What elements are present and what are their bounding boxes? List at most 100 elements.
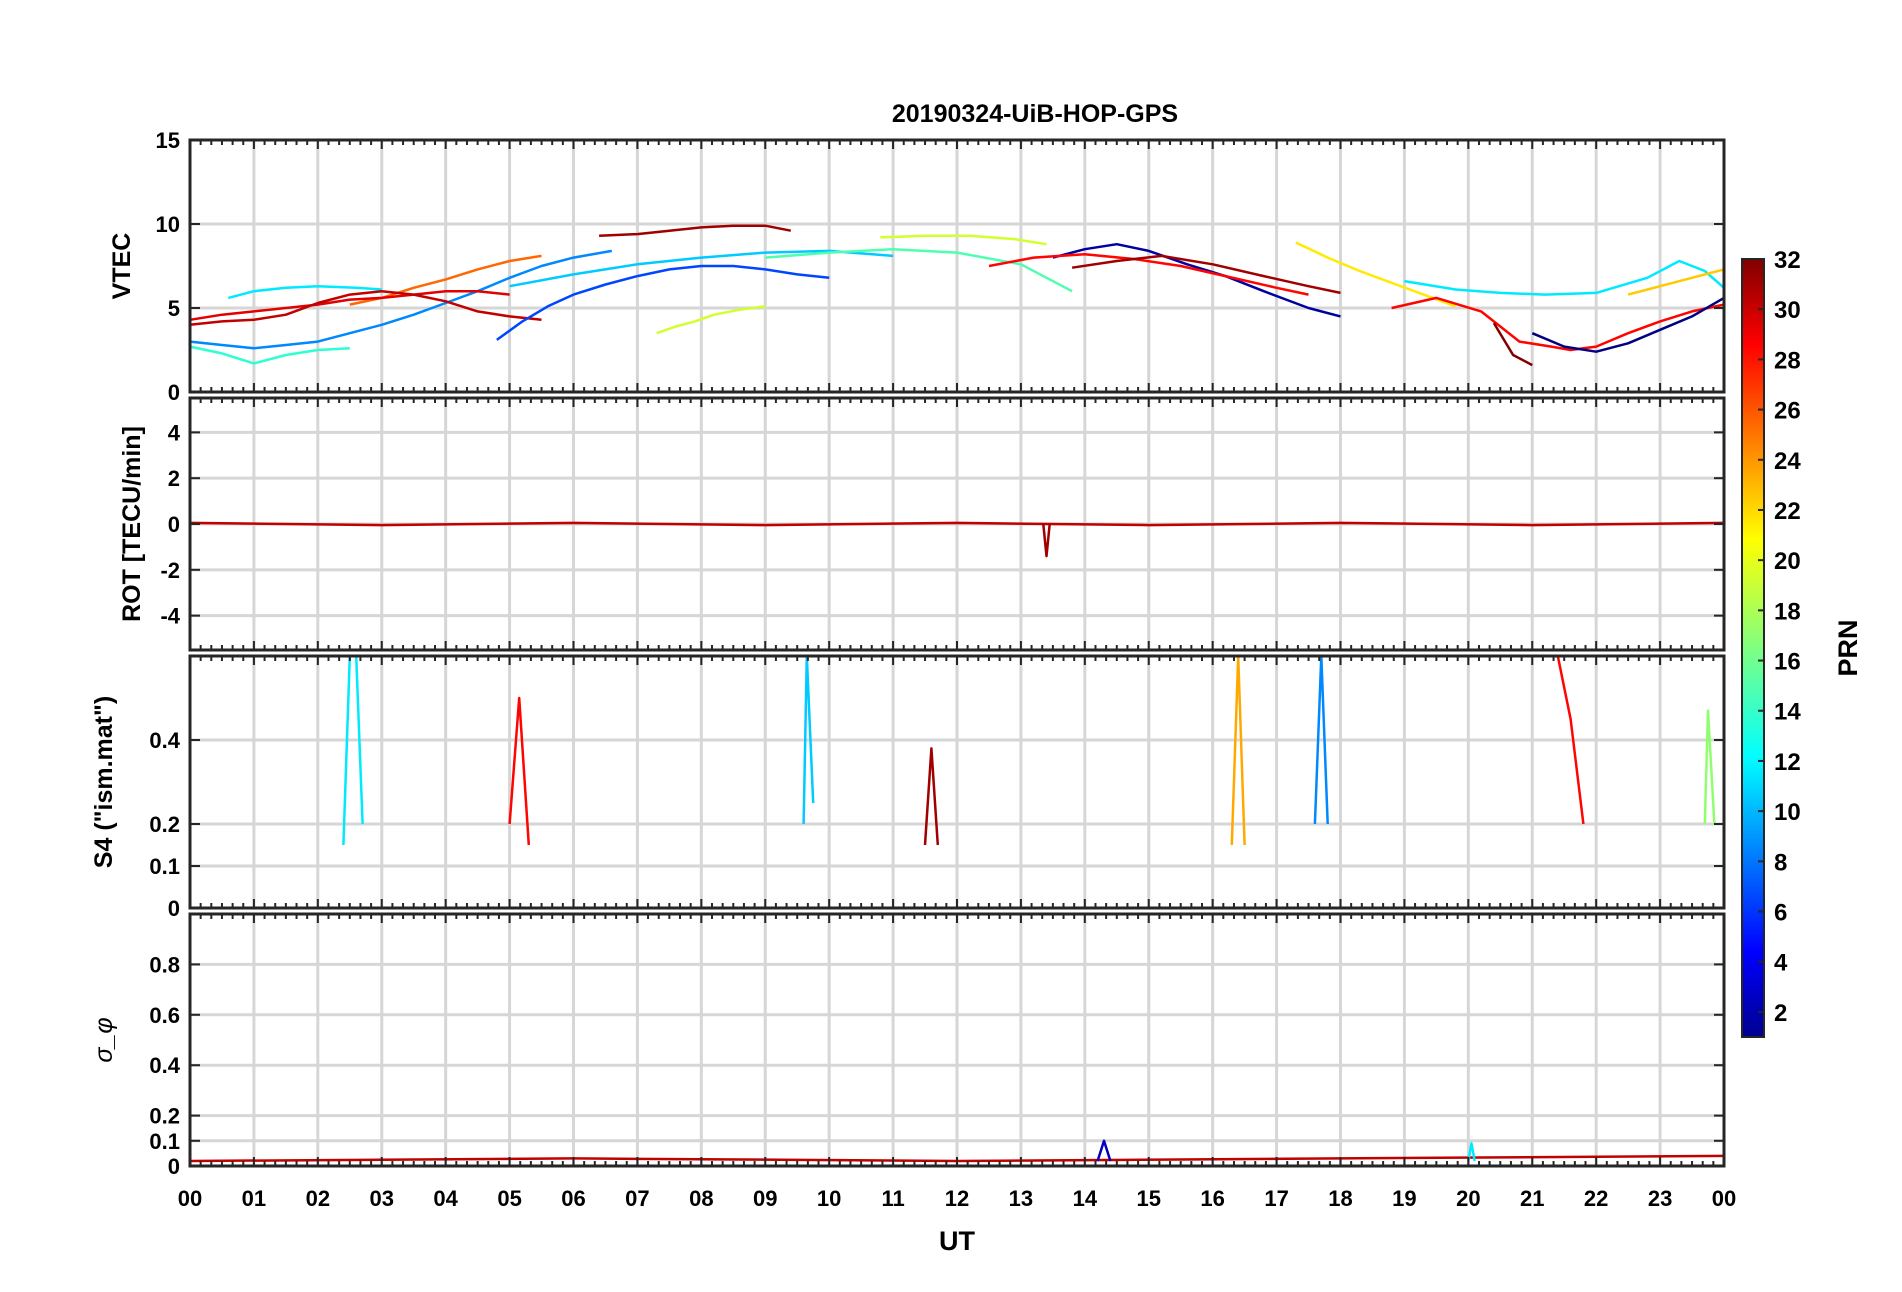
series-line-prn-12	[1404, 259, 1725, 296]
series-line-prn-12	[227, 284, 382, 300]
series-line-prn-29	[189, 289, 510, 322]
x-tick-label: 00	[1712, 1186, 1736, 1211]
y-tick-label: 0.1	[149, 854, 180, 879]
s4-axes-frame	[188, 654, 1726, 910]
x-tick-label: 07	[625, 1186, 649, 1211]
series-line-prn-19	[880, 234, 1047, 246]
series-line-prn-28	[988, 252, 1309, 296]
colorbar-tick-label: 8	[1774, 849, 1787, 876]
y-tick-label: 0.1	[149, 1129, 180, 1154]
s4-grid	[190, 656, 1724, 910]
y-tick-label: 0.4	[149, 1053, 180, 1078]
y-tick-label: 0.2	[149, 1104, 180, 1129]
s4-ylabel: S4 ("ism.mat")	[90, 696, 118, 868]
y-tick-label: 0.6	[149, 1003, 180, 1028]
y-tick-label: 5	[168, 296, 180, 321]
colorbar-gradient	[1741, 258, 1765, 1038]
colorbar-tick-label: 2	[1774, 1000, 1787, 1027]
series-line-prn-31	[1042, 523, 1051, 558]
x-tick-label: 06	[561, 1186, 585, 1211]
rot-ylabel: ROT [TECU/min]	[118, 426, 146, 622]
x-tick-label: 04	[433, 1186, 458, 1211]
x-tick-label: 03	[370, 1186, 394, 1211]
sigma-phi-ticks: 00.10.2 0.4 0.6 0.8	[149, 914, 1725, 1179]
s4-lines	[342, 654, 1716, 846]
series-line-prn-31	[923, 747, 940, 846]
series-line-prn-14	[189, 345, 350, 365]
sigma-phi-ylabel: σ_φ	[90, 1017, 118, 1062]
colorbar-tick-label: 28	[1774, 347, 1801, 374]
y-tick-label: 10	[156, 212, 180, 237]
y-tick-label: 0	[168, 1154, 180, 1179]
vtec-axes-frame	[188, 138, 1726, 394]
series-line-prn-9	[189, 249, 613, 350]
x-tick-label: 10	[817, 1186, 841, 1211]
series-line-prn-28	[1391, 296, 1725, 352]
series-line-prn-7	[496, 264, 830, 341]
chart-title: 20190324-UiB-HOP-GPS	[892, 100, 1178, 128]
colorbar-label: PRN	[1833, 619, 1863, 676]
colorbar-tick-label: 22	[1774, 498, 1801, 525]
y-tick-label: 0.2	[149, 812, 180, 837]
sigma-phi-grid	[190, 914, 1724, 1168]
colorbar-tick-label: 32	[1774, 247, 1801, 274]
x-tick-label: 23	[1648, 1186, 1672, 1211]
colorbar-tick-label: 20	[1774, 548, 1801, 575]
x-tick-label: 20	[1456, 1186, 1480, 1211]
series-line-prn-15	[765, 247, 1073, 293]
series-line-prn-28	[508, 696, 531, 846]
series-line-prn-19	[656, 305, 766, 335]
series-line-prn-3	[1096, 1139, 1112, 1162]
y-tick-label: 0.8	[149, 952, 180, 977]
series-line-prn-21	[1295, 241, 1457, 308]
vtec-ticks: 0 5 10 15	[156, 128, 1725, 405]
y-tick-label: 0	[168, 896, 180, 921]
rot-lines	[189, 521, 1725, 558]
series-line-prn-11	[509, 249, 894, 288]
series-line-prn-17	[1703, 709, 1716, 825]
colorbar-tick-label: 16	[1774, 649, 1801, 676]
colorbar-tick-label: 30	[1774, 297, 1801, 324]
vtec-lines	[189, 224, 1725, 367]
s4-panel: 0 0.1 0.2 0.4 S4 ("ism.mat")	[90, 654, 1726, 921]
rot-ticks: -4 -2 0 2 4	[160, 398, 1725, 650]
sigma-phi-panel: 00.10.2 0.4 0.6 0.8 σ_φ	[90, 912, 1726, 1179]
s4-ticks: 0 0.1 0.2 0.4	[149, 656, 1725, 921]
y-tick-label: 0	[168, 380, 180, 405]
y-tick-label: 0.4	[149, 728, 180, 753]
series-line-prn-23	[1230, 654, 1246, 846]
series-line-prn-30	[189, 289, 542, 327]
series-line-prn-12	[342, 654, 364, 846]
series-line-prn-2	[1052, 242, 1341, 318]
x-tick-label: 00	[178, 1186, 202, 1211]
x-tick-label: 09	[753, 1186, 777, 1211]
sigma-phi-axes-frame	[188, 912, 1726, 1168]
colorbar-tick-label: 18	[1774, 598, 1801, 625]
x-tick-label: 19	[1392, 1186, 1416, 1211]
x-tick-label: 14	[1073, 1186, 1098, 1211]
series-line-prn-30	[189, 521, 1725, 527]
vtec-panel: 0 5 10 15 VTEC	[108, 128, 1726, 405]
series-line-prn-12	[1467, 1142, 1476, 1162]
x-tick-label: 21	[1520, 1186, 1544, 1211]
y-tick-label: 15	[156, 128, 180, 153]
x-tick-label: 01	[242, 1186, 266, 1211]
colorbar-tick-label: 4	[1774, 950, 1788, 977]
y-tick-label: 2	[168, 466, 180, 491]
colorbar-tick-label: 10	[1774, 799, 1801, 826]
x-tick-label: 02	[306, 1186, 330, 1211]
series-line-prn-31	[1071, 254, 1341, 295]
x-tick-label: 13	[1009, 1186, 1033, 1211]
y-tick-label: -4	[160, 604, 180, 629]
x-tick-label: 18	[1328, 1186, 1352, 1211]
y-tick-label: 0	[168, 512, 180, 537]
rot-axes-frame	[188, 396, 1726, 652]
y-tick-label: -2	[160, 558, 180, 583]
colorbar-tick-label: 12	[1774, 749, 1801, 776]
vtec-grid	[190, 138, 1724, 394]
x-tick-labels: 00 01 02 03 04 05 06 07 08 09 10 11 12 13 14 15 16 17 18 19…	[178, 1186, 1736, 1211]
x-tick-label: 12	[945, 1186, 969, 1211]
